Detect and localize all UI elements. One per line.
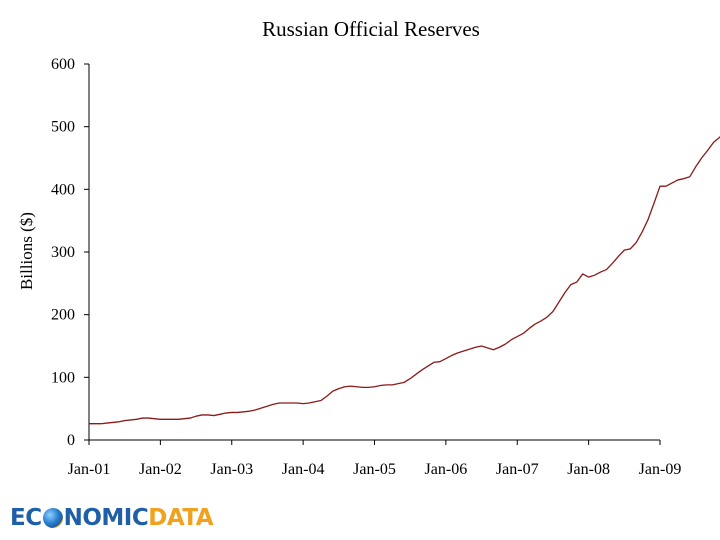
series-layer: [89, 136, 720, 425]
x-tick-label: Jan-08: [567, 461, 610, 478]
economicdata-logo: EC NOMICDATA: [10, 503, 214, 533]
y-tick-label: 200: [51, 307, 75, 324]
logo-text-ec: EC: [10, 505, 42, 531]
x-tick-label: Jan-07: [496, 461, 539, 478]
x-tick-label: Jan-04: [282, 461, 325, 478]
y-axis: 0 100 200 300 400 500 600: [51, 56, 90, 449]
y-tick-label: 500: [51, 119, 75, 136]
y-tick-label: 100: [51, 369, 75, 386]
globe-icon: [42, 508, 63, 528]
x-tick-label: Jan-05: [353, 461, 396, 478]
x-axis: Jan-01 Jan-02 Jan-03 Jan-04 Jan-05 Jan-06 Jan-…: [68, 439, 682, 478]
logo-text-data: DATA: [148, 505, 214, 531]
x-tick-label: Jan-06: [425, 461, 468, 478]
x-tick-label: Jan-02: [139, 461, 182, 478]
y-tick-label: 0: [67, 432, 75, 449]
y-tick-label: 300: [51, 244, 75, 261]
y-tick-label: 600: [51, 56, 75, 73]
series-line-0: [89, 136, 720, 425]
x-tick-label: Jan-09: [639, 461, 682, 478]
logo-text-nomic: NOMIC: [63, 505, 149, 531]
y-axis-title: Billions ($): [17, 212, 36, 290]
chart-title: Russian Official Reserves: [262, 17, 480, 41]
x-tick-label: Jan-03: [210, 461, 253, 478]
x-tick-label: Jan-01: [68, 461, 111, 478]
y-tick-label: 400: [51, 181, 75, 198]
